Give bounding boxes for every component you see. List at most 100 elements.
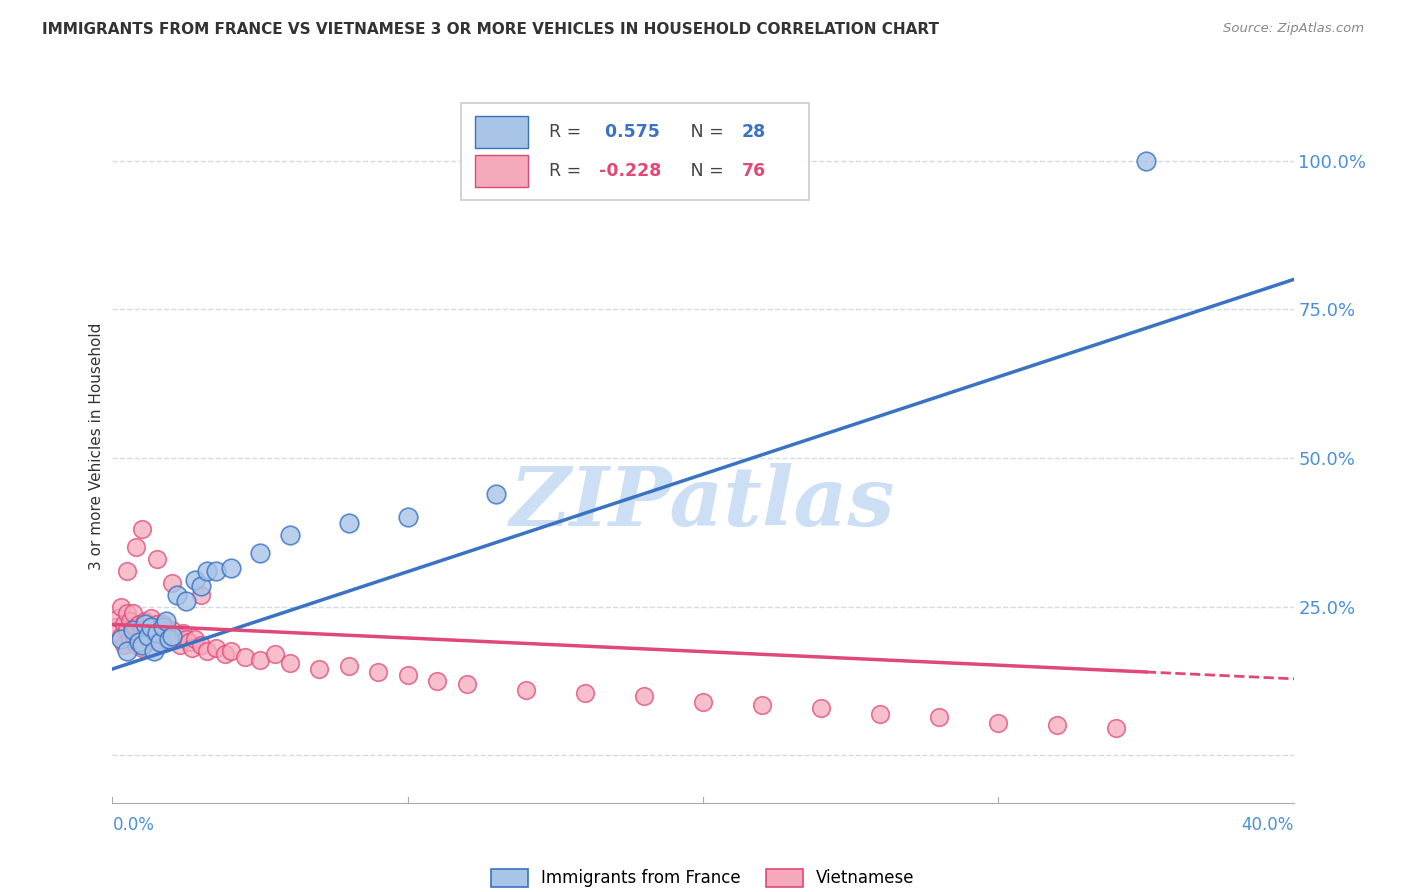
Point (810, 700, 832, 714)
Point (149, 632, 172, 647)
Point (134, 626, 156, 640)
Point (112, 638, 135, 652)
Point (142, 624, 165, 638)
Point (574, 686, 596, 700)
Point (278, 528, 301, 542)
Text: ZIPatlas: ZIPatlas (510, 463, 896, 543)
Point (110, 599, 132, 614)
Point (233, 650, 256, 665)
Point (195, 644, 218, 658)
Point (157, 629, 180, 643)
Point (174, 593, 197, 607)
Point (152, 626, 174, 640)
Point (117, 606, 138, 620)
Point (125, 620, 148, 634)
Point (166, 588, 188, 602)
Point (120, 632, 142, 647)
Point (128, 617, 150, 632)
Point (249, 653, 271, 667)
Point (142, 632, 165, 647)
Point (190, 579, 212, 593)
Text: R =: R = (550, 123, 588, 141)
Point (136, 632, 159, 647)
Point (264, 647, 287, 661)
Text: Source: ZipAtlas.com: Source: ZipAtlas.com (1223, 22, 1364, 36)
Point (337, 516, 360, 531)
Point (134, 617, 156, 632)
Text: R =: R = (550, 162, 588, 180)
Point (515, 682, 537, 697)
Point (117, 624, 138, 638)
Point (149, 635, 172, 649)
Point (155, 615, 177, 629)
Text: N =: N = (685, 162, 730, 180)
Point (131, 641, 153, 656)
Point (160, 575, 183, 590)
Point (456, 677, 478, 691)
Y-axis label: 3 or more Vehicles in Household: 3 or more Vehicles in Household (89, 322, 104, 570)
Point (110, 632, 132, 647)
Point (117, 644, 138, 658)
Point (1046, 718, 1069, 732)
Point (131, 624, 153, 638)
Point (928, 709, 950, 723)
Point (181, 641, 204, 656)
Point (128, 635, 150, 649)
Point (308, 662, 330, 676)
Text: 76: 76 (742, 162, 766, 180)
Point (869, 706, 891, 721)
Point (139, 611, 162, 625)
Point (160, 629, 183, 643)
Point (396, 510, 419, 524)
Point (146, 635, 169, 649)
Point (172, 626, 194, 640)
Legend: Immigrants from France, Vietnamese: Immigrants from France, Vietnamese (492, 869, 914, 888)
Point (1135, 153, 1157, 168)
Point (160, 624, 183, 638)
Point (152, 617, 174, 632)
Point (219, 561, 242, 575)
Point (152, 620, 174, 634)
Point (112, 617, 135, 632)
Point (139, 620, 162, 634)
Point (157, 632, 180, 647)
Point (174, 632, 197, 647)
Point (122, 626, 145, 640)
Point (134, 615, 156, 629)
Point (278, 656, 301, 670)
Point (214, 647, 236, 661)
Point (633, 689, 655, 703)
Point (219, 644, 242, 658)
Text: -0.228: -0.228 (599, 162, 661, 180)
Point (146, 552, 169, 566)
Point (136, 620, 159, 634)
Point (367, 665, 389, 679)
Point (1105, 722, 1128, 736)
Point (125, 540, 148, 554)
Point (128, 632, 150, 647)
Point (184, 573, 207, 587)
FancyBboxPatch shape (475, 116, 529, 148)
Point (139, 626, 162, 640)
Point (146, 626, 169, 640)
Point (751, 698, 773, 712)
Point (131, 522, 153, 536)
FancyBboxPatch shape (461, 103, 810, 200)
Text: 0.575: 0.575 (599, 123, 659, 141)
Point (692, 695, 714, 709)
Point (249, 546, 271, 560)
Point (396, 668, 419, 682)
Point (117, 564, 138, 578)
Point (184, 632, 207, 647)
Point (149, 624, 172, 638)
Point (485, 486, 508, 500)
Text: 40.0%: 40.0% (1241, 816, 1294, 834)
Point (190, 638, 212, 652)
Point (122, 624, 145, 638)
FancyBboxPatch shape (475, 155, 529, 187)
Point (205, 564, 228, 578)
Text: 0.0%: 0.0% (112, 816, 155, 834)
Point (169, 638, 191, 652)
Point (146, 617, 169, 632)
Point (166, 629, 188, 643)
